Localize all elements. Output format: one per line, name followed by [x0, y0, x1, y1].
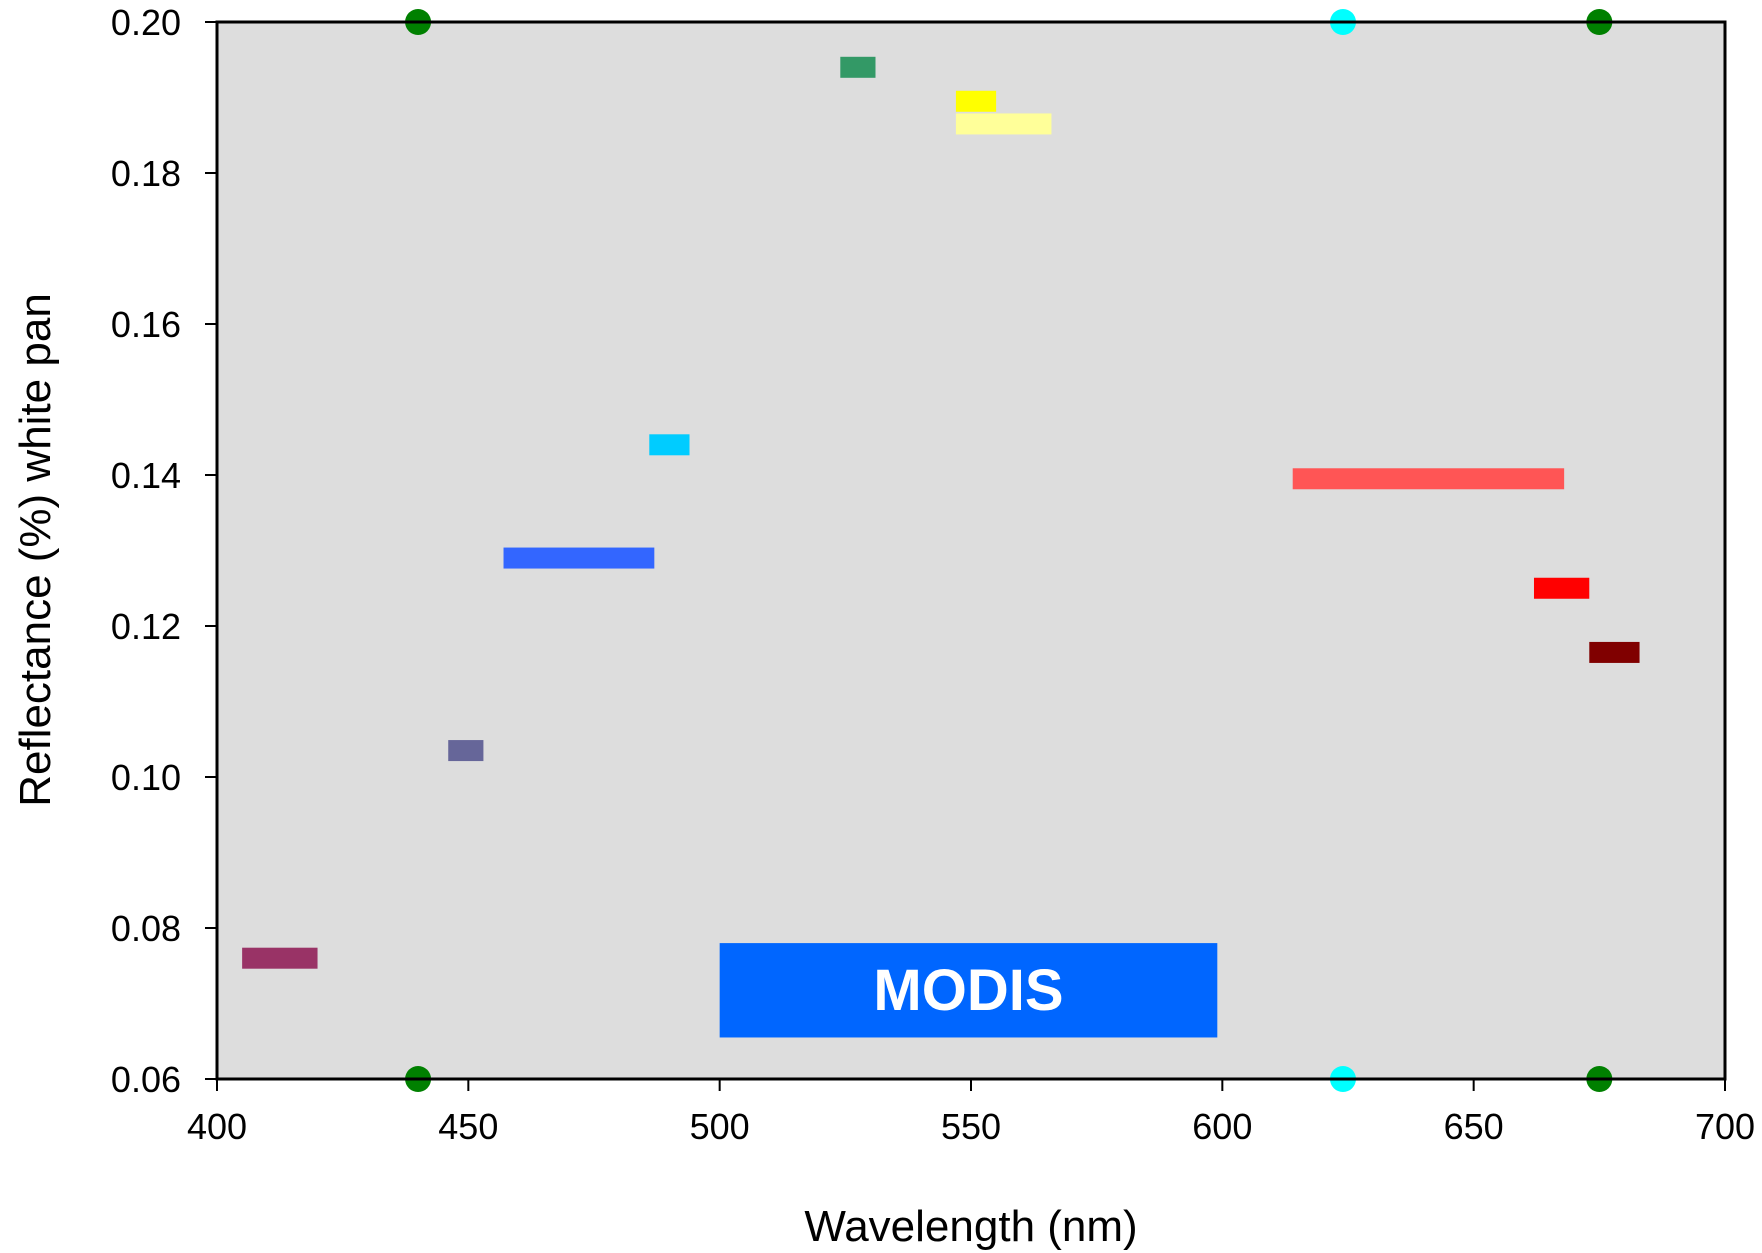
y-axis-title: Reflectance (%) white pan [11, 293, 60, 807]
x-tick-label: 650 [1444, 1106, 1504, 1147]
x-tick-label: 600 [1192, 1106, 1252, 1147]
x-tick-label: 500 [690, 1106, 750, 1147]
y-tick-label: 0.06 [111, 1059, 181, 1100]
y-tick-label: 0.16 [111, 304, 181, 345]
y-tick-label: 0.18 [111, 153, 181, 194]
y-axis: 0.06 0.08 0.10 0.12 0.14 0.16 0.18 0.20 [111, 2, 217, 1100]
y-tick-label: 0.08 [111, 908, 181, 949]
band-bar-2 [448, 740, 484, 762]
band-bar-4 [649, 434, 690, 456]
band-bar-6 [955, 90, 997, 112]
band-bar-3 [503, 547, 655, 569]
modis-box [719, 943, 1218, 1038]
band-bar-5 [840, 56, 876, 78]
x-axis: 400 450 500 550 600 650 700 [187, 1079, 1755, 1147]
x-tick-label: 400 [187, 1106, 247, 1147]
annotation-layer: MODIS [719, 943, 1218, 1038]
bands-layer [242, 56, 1640, 969]
y-tick-label: 0.10 [111, 757, 181, 798]
y-tick-label: 0.20 [111, 2, 181, 43]
y-tick-label: 0.12 [111, 606, 181, 647]
band-bar-9 [1533, 577, 1590, 599]
band-bar-10 [1589, 641, 1640, 663]
x-tick-label: 700 [1695, 1106, 1755, 1147]
x-axis-title: Wavelength (nm) [804, 1202, 1137, 1251]
band-bar-1 [242, 947, 318, 969]
plot-area [217, 22, 1725, 1079]
band-bar-8 [1292, 468, 1565, 490]
x-tick-label: 550 [941, 1106, 1001, 1147]
y-tick-label: 0.14 [111, 455, 181, 496]
modis-label: MODIS [873, 958, 1063, 1023]
x-tick-label: 450 [438, 1106, 498, 1147]
band-bar-7 [955, 113, 1052, 135]
